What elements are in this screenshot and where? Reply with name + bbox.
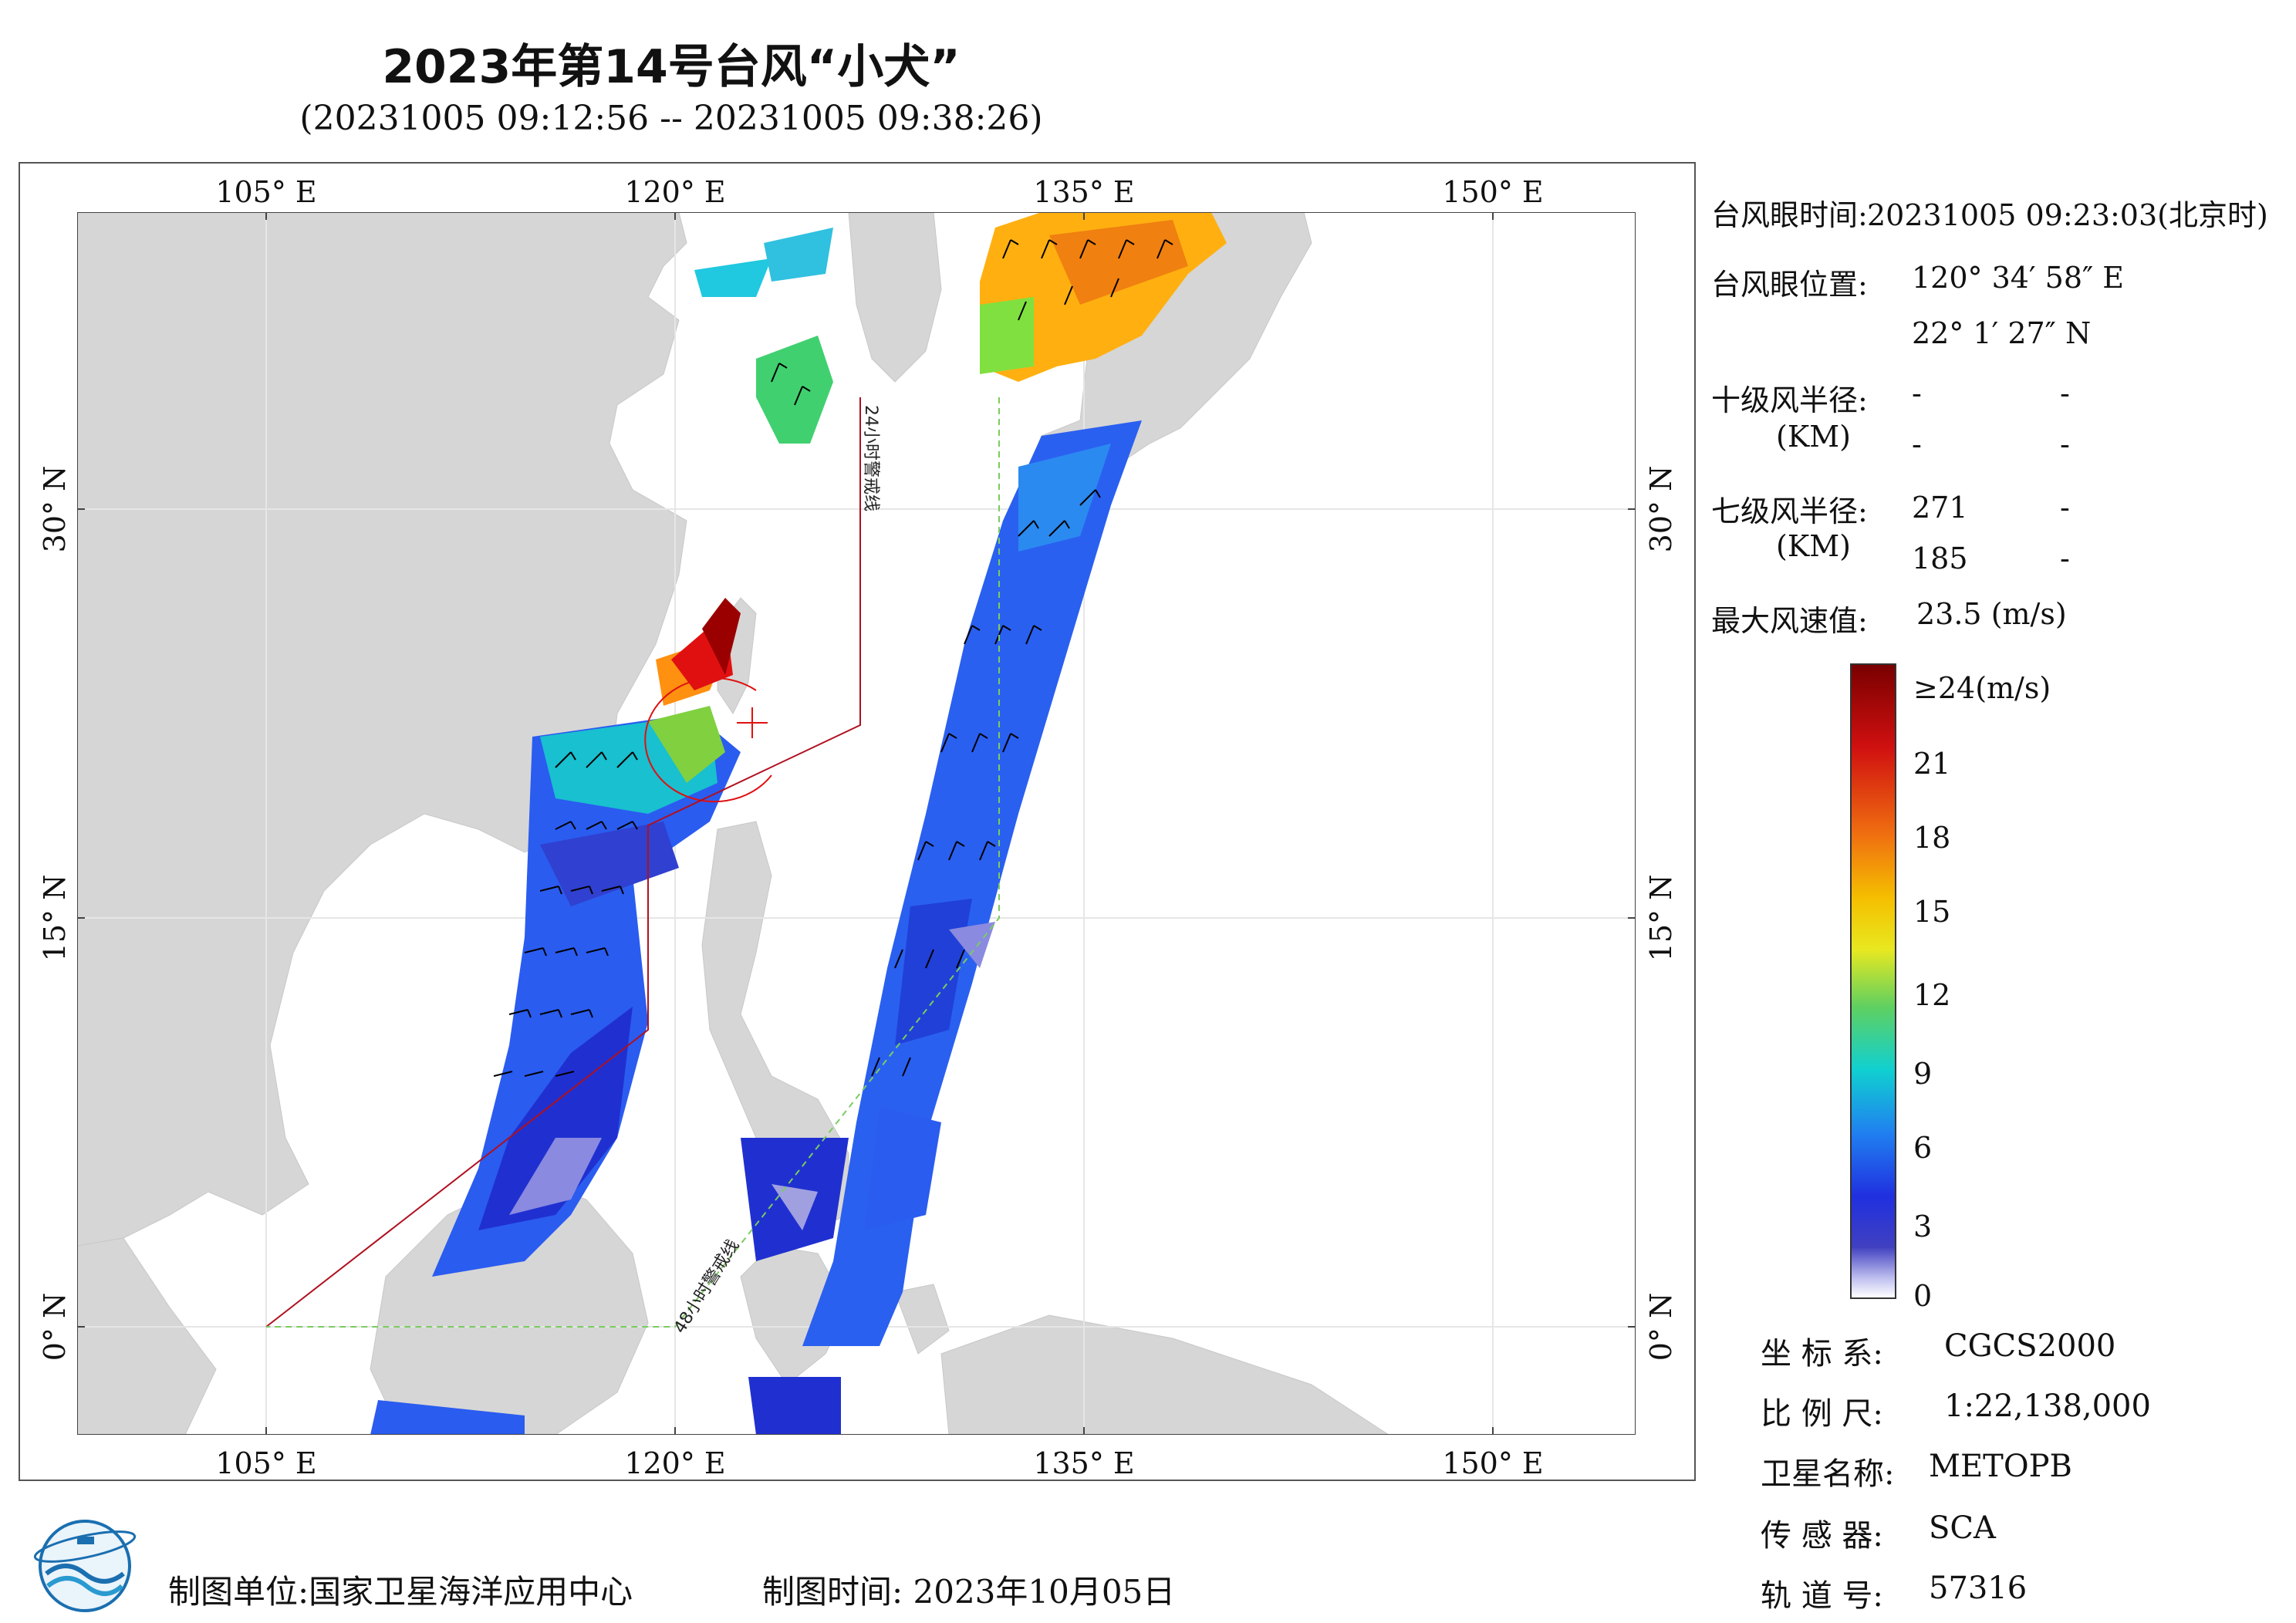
lon-top-120: 120° E [624, 175, 725, 209]
map-frame [19, 162, 1696, 1481]
coord-value: CGCS2000 [1944, 1328, 2116, 1364]
satellite-label: 卫星名称: [1761, 1456, 1895, 1492]
r10-label: 十级风半径: [1711, 383, 1868, 417]
colorbar-label-21: 21 [1913, 747, 1951, 781]
lat-right-0: 0° N [1644, 1293, 1678, 1361]
r10-v1: - [1912, 376, 1922, 410]
colorbar-label-24: ≥24(m/s) [1913, 671, 2051, 705]
r7-v4: - [2060, 542, 2070, 575]
lat-left-0: 0° N [38, 1293, 72, 1361]
land [77, 212, 1389, 1435]
colorbar [1850, 663, 1896, 1299]
footer-production-time: 制图时间: 2023年10月05日 [762, 1573, 1176, 1611]
eye-time-value: 20231005 09:23:03(北京时) [1867, 198, 2268, 232]
orbit-value: 57316 [1929, 1571, 2028, 1606]
warning-line-24h [265, 397, 861, 1328]
r7-label: 七级风半径: [1711, 494, 1868, 528]
lon-top-135: 135° E [1033, 175, 1134, 209]
map-title: 2023年第14号台风“小犬” [382, 40, 961, 94]
scale-value: 1:22,138,000 [1944, 1388, 2151, 1424]
r7-v2: - [2060, 491, 2070, 525]
lat-left-30: 30° N [38, 466, 72, 553]
time-range-subtitle: (20231005 09:12:56 -- 20231005 09:38:26) [299, 99, 1043, 138]
max-wind-label: 最大风速值: [1711, 604, 1868, 638]
lon-bottom-120: 120° E [624, 1446, 725, 1480]
coord-label: 坐 标 系: [1761, 1336, 1883, 1372]
lon-bottom-105: 105° E [215, 1446, 316, 1480]
lon-bottom-135: 135° E [1033, 1446, 1134, 1480]
satellite-value: METOPB [1929, 1449, 2072, 1484]
eye-pos-label: 台风眼位置: [1711, 268, 1868, 302]
wind-swath-east [370, 212, 1227, 1435]
lon-top-150: 150° E [1442, 175, 1543, 209]
colorbar-label-3: 3 [1913, 1210, 1933, 1243]
r10-v3: - [1912, 427, 1922, 461]
lon-bottom-150: 150° E [1442, 1446, 1543, 1480]
colorbar-label-9: 9 [1913, 1057, 1933, 1091]
max-wind-value: 23.5 (m/s) [1916, 597, 2067, 631]
eye-lon: 120° 34′ 58″ E [1912, 261, 2125, 295]
lat-right-30: 30° N [1644, 466, 1678, 553]
warning-24h-label: 24小时警戒线 [861, 405, 880, 511]
colorbar-label-15: 15 [1913, 895, 1951, 929]
r10-v4: - [2060, 427, 2070, 461]
nsoas-logo-icon [33, 1520, 137, 1612]
warning-line-48h [266, 397, 1000, 1328]
r7-unit: (KM) [1776, 529, 1851, 563]
sensor-value: SCA [1929, 1510, 1996, 1546]
scale-label: 比 例 尺: [1761, 1396, 1883, 1432]
lat-left-15: 15° N [38, 875, 72, 962]
wind-barbs [493, 239, 1173, 1077]
lon-top-105: 105° E [215, 175, 316, 209]
eye-lat: 22° 1′ 27″ N [1912, 316, 2092, 350]
colorbar-label-12: 12 [1913, 978, 1951, 1012]
colorbar-label-6: 6 [1913, 1131, 1933, 1165]
colorbar-label-18: 18 [1913, 821, 1951, 855]
r7-v1: 271 [1912, 491, 1968, 525]
r10-v2: - [2060, 376, 2070, 410]
footer-producer: 制图单位:国家卫星海洋应用中心 [168, 1573, 633, 1611]
r10-unit: (KM) [1776, 420, 1851, 454]
lat-right-15: 15° N [1644, 875, 1678, 962]
eye-time-label: 台风眼时间: [1711, 198, 1868, 232]
colorbar-label-0: 0 [1913, 1279, 1933, 1313]
axis-labels: 105° E 120° E 135° E 150° E 105° E 120° … [38, 175, 1678, 1480]
orbit-label: 轨 道 号: [1761, 1578, 1883, 1614]
r7-v3: 185 [1912, 542, 1968, 575]
wind-map[interactable]: 24小时警戒线 48小时警戒线 [77, 212, 1636, 1435]
sensor-label: 传 感 器: [1761, 1518, 1883, 1554]
typhoon-eye-marker [644, 677, 772, 803]
wind-swath-west [432, 598, 741, 1277]
